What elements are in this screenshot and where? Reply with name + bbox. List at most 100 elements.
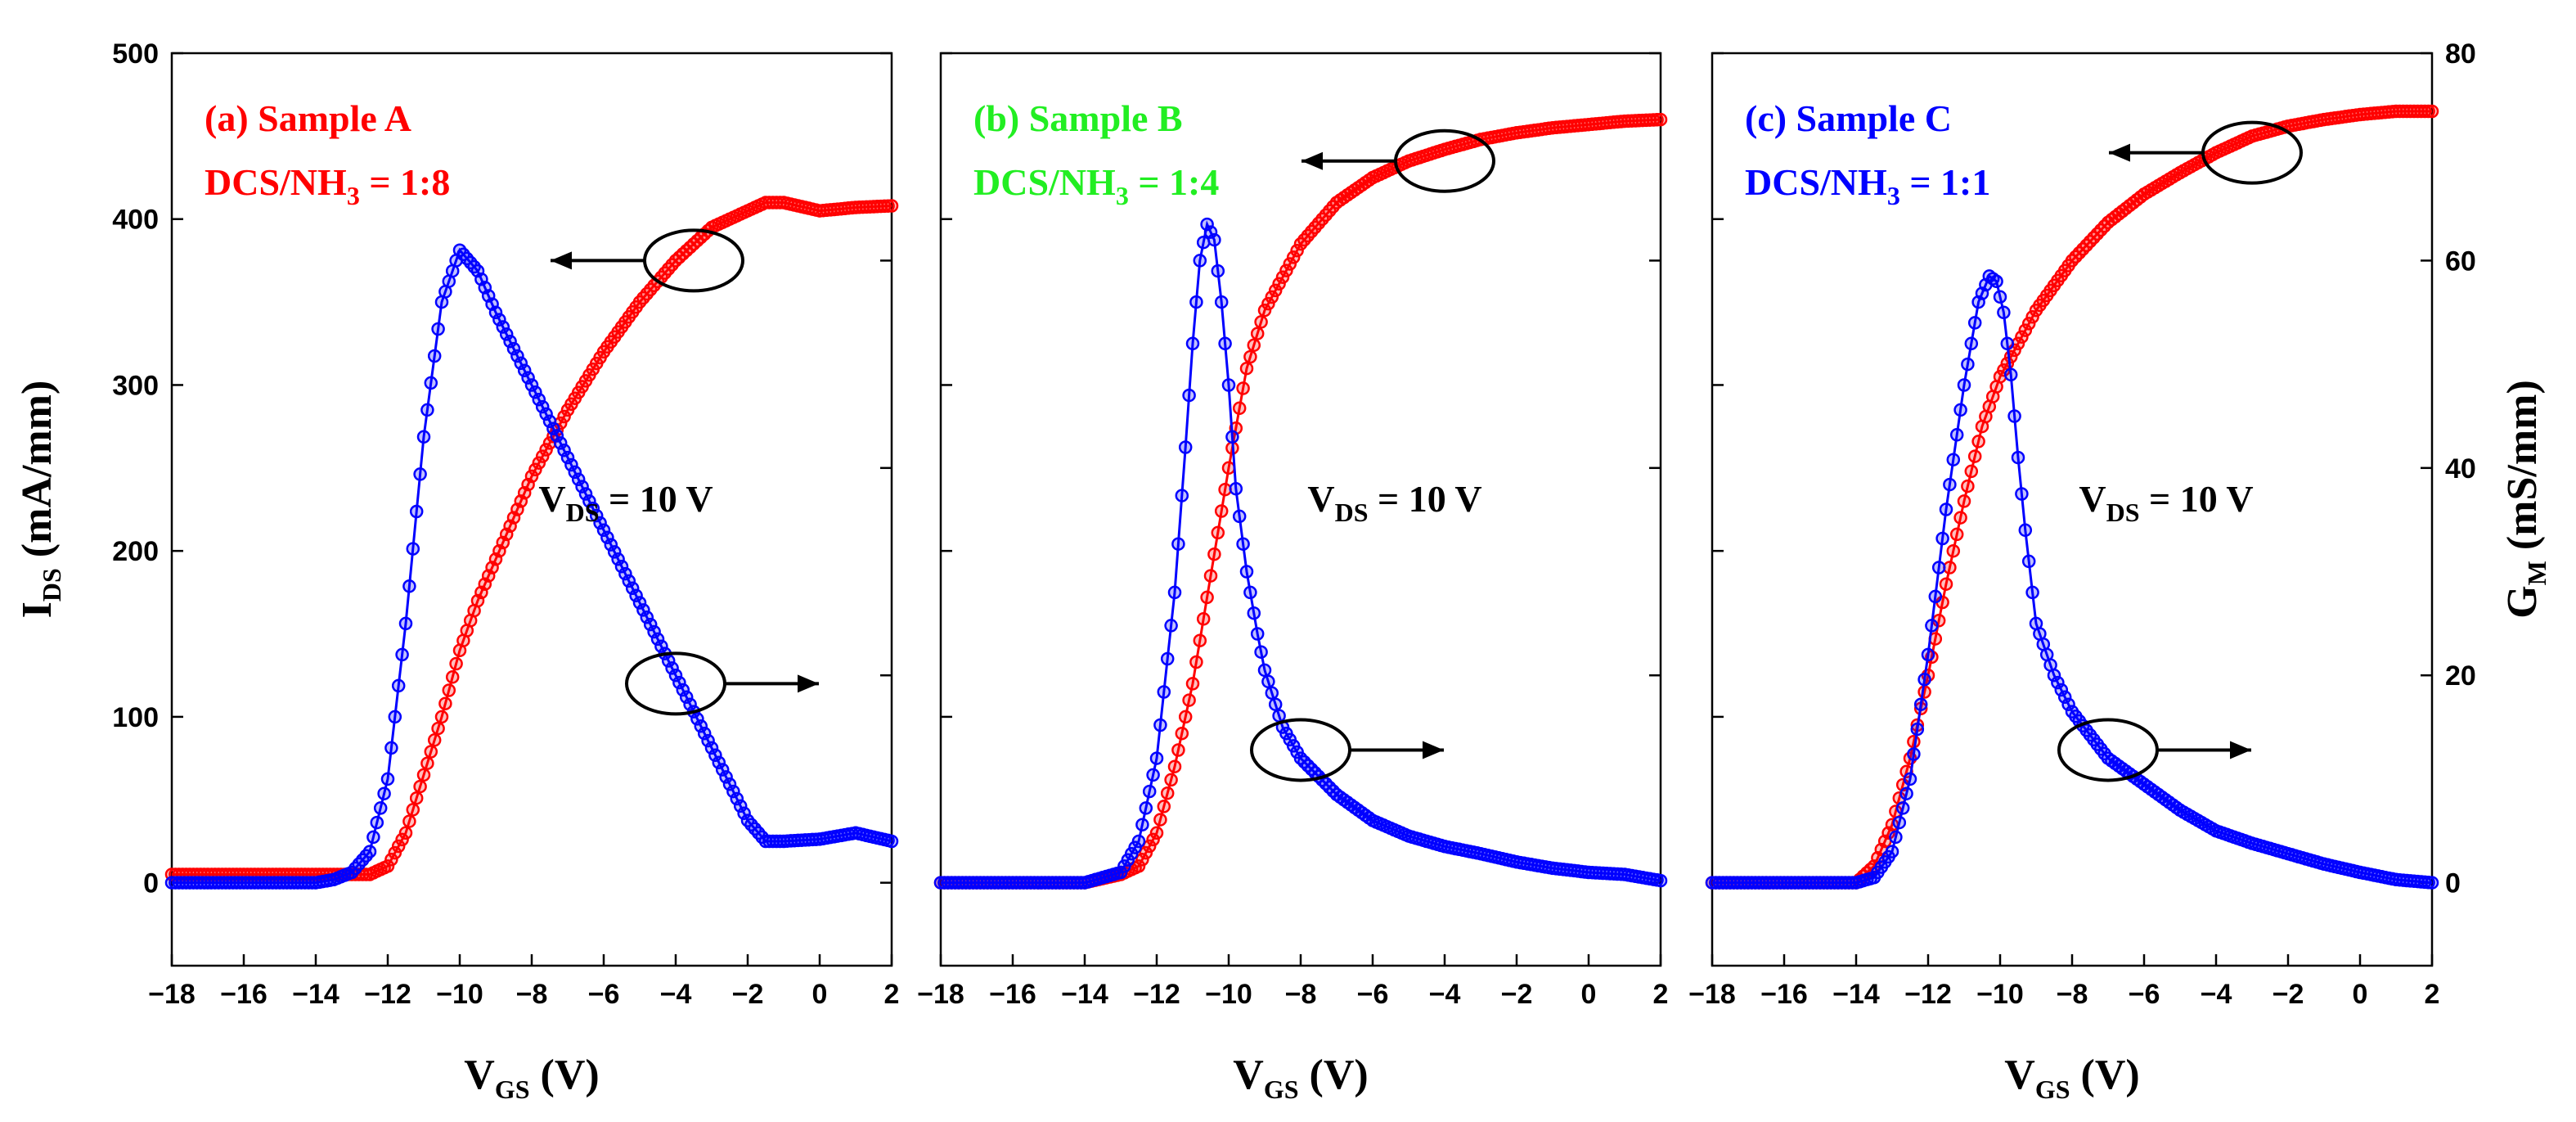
data-point [625, 581, 640, 596]
data-point [1239, 565, 1254, 579]
data-point [1239, 361, 1254, 376]
data-point [1142, 839, 1157, 854]
data-point [535, 399, 550, 414]
data-point [690, 712, 704, 726]
data-point [535, 449, 550, 463]
data-point [704, 741, 719, 755]
data-point [733, 799, 748, 813]
data-point [1913, 697, 1928, 711]
sample-ratio: DCS/NH3 = 1:4 [973, 161, 1219, 210]
data-point [884, 834, 899, 849]
data-point [1189, 295, 1203, 309]
data-point [366, 830, 380, 845]
data-point [1164, 619, 1178, 633]
y-left-tick-label: 200 [112, 536, 159, 567]
data-point [1943, 561, 1957, 575]
y-left-tick-label: 500 [112, 38, 159, 70]
data-point [632, 596, 647, 610]
data-point [578, 487, 593, 501]
data-point [1157, 685, 1171, 699]
data-point [431, 322, 445, 336]
data-point [1899, 786, 1913, 800]
data-point [564, 457, 578, 472]
data-point [1185, 677, 1200, 691]
data-point [1895, 801, 1910, 815]
data-point [1272, 277, 1286, 291]
data-point [1207, 232, 1221, 247]
data-point [406, 542, 420, 556]
data-point [604, 538, 618, 552]
data-point [521, 371, 535, 385]
data-point [542, 414, 557, 429]
data-point [676, 683, 690, 697]
data-point [2054, 683, 2069, 697]
data-point [2021, 554, 2036, 569]
x-tick-label: −12 [364, 979, 411, 1010]
data-point [409, 791, 424, 805]
data-point [1946, 543, 1961, 558]
data-point [1218, 336, 1232, 351]
panel-b: −18 −16 −14 −12 −10 −8 −6 −4 −2 0 2 (b) Sample B DCS… [917, 52, 1668, 1104]
x-tick-label: −18 [917, 979, 964, 1010]
data-point [1211, 525, 1225, 540]
series-line [1712, 274, 2433, 885]
data-point [643, 617, 658, 632]
y-right-tick-label: 60 [2445, 246, 2476, 277]
data-point [1135, 818, 1149, 831]
data-point [722, 777, 737, 791]
x-tick-label: −2 [732, 979, 764, 1010]
data-point [2003, 367, 2018, 382]
data-point [1146, 768, 1160, 782]
data-point [611, 552, 625, 566]
data-point [618, 566, 632, 581]
x-tick-label: −14 [1061, 979, 1108, 1010]
data-point [1218, 482, 1232, 497]
x-tick-label: −10 [1205, 979, 1252, 1010]
panel-a: −18 −16 −14 −12 −10 −8 −6 −4 −2 0 2 0 100 200 300 400 50… [112, 38, 899, 1104]
data-point [1142, 784, 1157, 799]
data-point [395, 647, 409, 662]
x-tick-label: −6 [2129, 979, 2160, 1010]
data-point [1196, 235, 1211, 250]
x-tick-label: 2 [884, 979, 900, 1010]
data-point [1964, 336, 1979, 351]
data-point [2025, 585, 2039, 600]
data-point [1949, 428, 1964, 442]
data-point [557, 444, 571, 457]
y-right-axis-title: GM (mS/mm) [2499, 380, 2551, 619]
data-point [1221, 378, 1236, 392]
data-point [492, 313, 506, 327]
data-point [420, 756, 434, 770]
data-point [506, 341, 521, 356]
data-point [532, 392, 546, 407]
data-point [1167, 585, 1182, 600]
data-point [413, 779, 427, 794]
annotation-arrowhead [798, 674, 819, 693]
y-right-tick-label: 20 [2445, 660, 2476, 692]
y-right-tick-label: 80 [2445, 38, 2476, 70]
data-point [640, 611, 654, 624]
x-tick-label: −16 [1760, 979, 1808, 1010]
data-point [654, 639, 668, 653]
data-point [1961, 357, 1975, 372]
series-line [1712, 110, 2432, 885]
data-point [391, 678, 406, 693]
data-point [1957, 494, 1971, 508]
data-point [568, 465, 582, 480]
data-point [1153, 718, 1167, 732]
y-left-axis-title: IDS (mA/mm) [14, 381, 66, 619]
data-point [1943, 477, 1957, 492]
data-point [2061, 697, 2075, 711]
sample-ratio: DCS/NH3 = 1:1 [1745, 161, 1990, 210]
x-tick-label: 2 [2425, 979, 2440, 1010]
x-tick-label: −14 [1832, 979, 1880, 1010]
data-point [388, 845, 402, 860]
vds-label: VDS = 10 V [2079, 478, 2253, 527]
data-point [499, 327, 514, 341]
data-point [1167, 759, 1182, 773]
x-tick-label: −2 [1501, 979, 1533, 1010]
y-left-tick-label: 300 [112, 370, 159, 401]
data-point [2421, 104, 2435, 119]
x-axis-title: VGS (V) [464, 1052, 599, 1104]
